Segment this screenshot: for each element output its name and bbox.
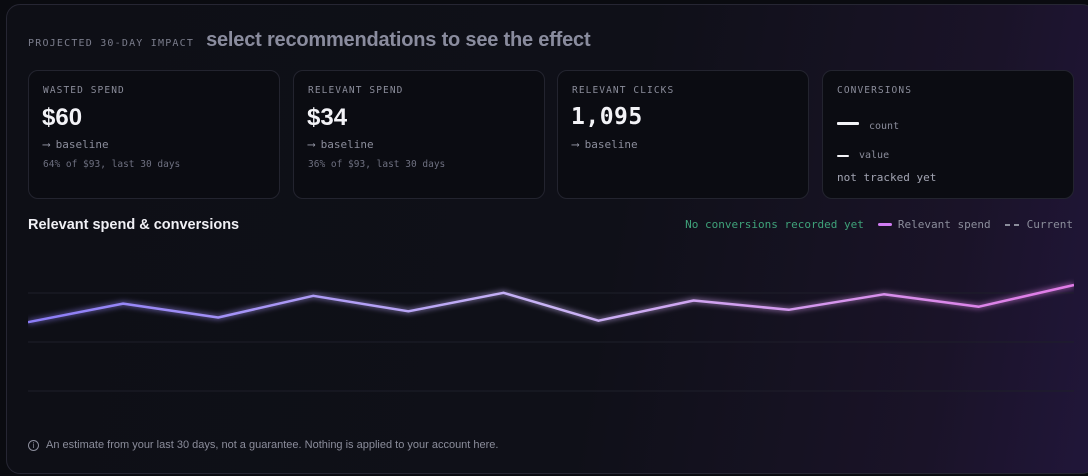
info-icon: i bbox=[28, 439, 39, 451]
legend-swatch-relevant bbox=[877, 223, 892, 226]
arrow-icon: ⟶ bbox=[43, 138, 50, 151]
card-label: RELEVANT SPEND bbox=[308, 85, 404, 96]
card-value: 1,095 bbox=[571, 104, 643, 130]
card-label: WASTED SPEND bbox=[43, 85, 125, 96]
footnote-text: An estimate from your last 30 days, not … bbox=[46, 439, 499, 451]
card-value: $60 bbox=[42, 104, 83, 131]
card-label: RELEVANT CLICKS bbox=[572, 85, 675, 96]
card-subtext: 64% of $93, last 30 days bbox=[43, 159, 181, 170]
conversions-card: CONVERSIONS count value not tracked yet bbox=[822, 70, 1074, 199]
legend-label-relevant: Relevant spend bbox=[897, 218, 991, 231]
count-label: count bbox=[869, 121, 900, 132]
no-conversions-note: No conversions recorded yet bbox=[685, 218, 864, 231]
card-label: CONVERSIONS bbox=[837, 85, 913, 96]
card-delta: ⟶ baseline bbox=[43, 138, 109, 151]
card-delta: ⟶ baseline bbox=[572, 138, 638, 151]
chart-title: Relevant spend & conversions bbox=[28, 217, 240, 233]
count-dash bbox=[837, 122, 859, 125]
card-subtext: 36% of $93, last 30 days bbox=[308, 159, 446, 170]
legend-label-current: Current bbox=[1026, 218, 1073, 231]
wasted-spend-card: WASTED SPEND $60 ⟶ baseline 64% of $93, l… bbox=[28, 70, 280, 199]
footnote: i An estimate from your last 30 days, no… bbox=[28, 439, 498, 451]
card-delta: ⟶ baseline bbox=[308, 138, 374, 151]
relevant-clicks-card: RELEVANT CLICKS 1,095 ⟶ baseline bbox=[557, 70, 809, 199]
arrow-icon: ⟶ bbox=[308, 138, 315, 151]
conversions-note: not tracked yet bbox=[837, 171, 937, 184]
value-label: value bbox=[859, 150, 890, 161]
series-line-relevant-spend bbox=[28, 283, 1074, 324]
spend-line-chart bbox=[28, 283, 1074, 392]
relevant-spend-card: RELEVANT SPEND $34 ⟶ baseline 36% of $93,… bbox=[293, 70, 545, 199]
card-value: $34 bbox=[307, 104, 348, 131]
headline: select recommendations to see the effect bbox=[206, 29, 591, 51]
panel-header: PROJECTED 30-DAY IMPACT select recommend… bbox=[28, 29, 591, 52]
arrow-icon: ⟶ bbox=[572, 138, 579, 151]
impact-panel: PROJECTED 30-DAY IMPACT select recommend… bbox=[6, 4, 1088, 474]
legend-swatch-current bbox=[1004, 223, 1021, 226]
chart-legend: No conversions recorded yet Relevant spe… bbox=[685, 218, 1073, 231]
value-dash bbox=[837, 155, 849, 157]
eyebrow-label: PROJECTED 30-DAY IMPACT bbox=[28, 38, 195, 49]
